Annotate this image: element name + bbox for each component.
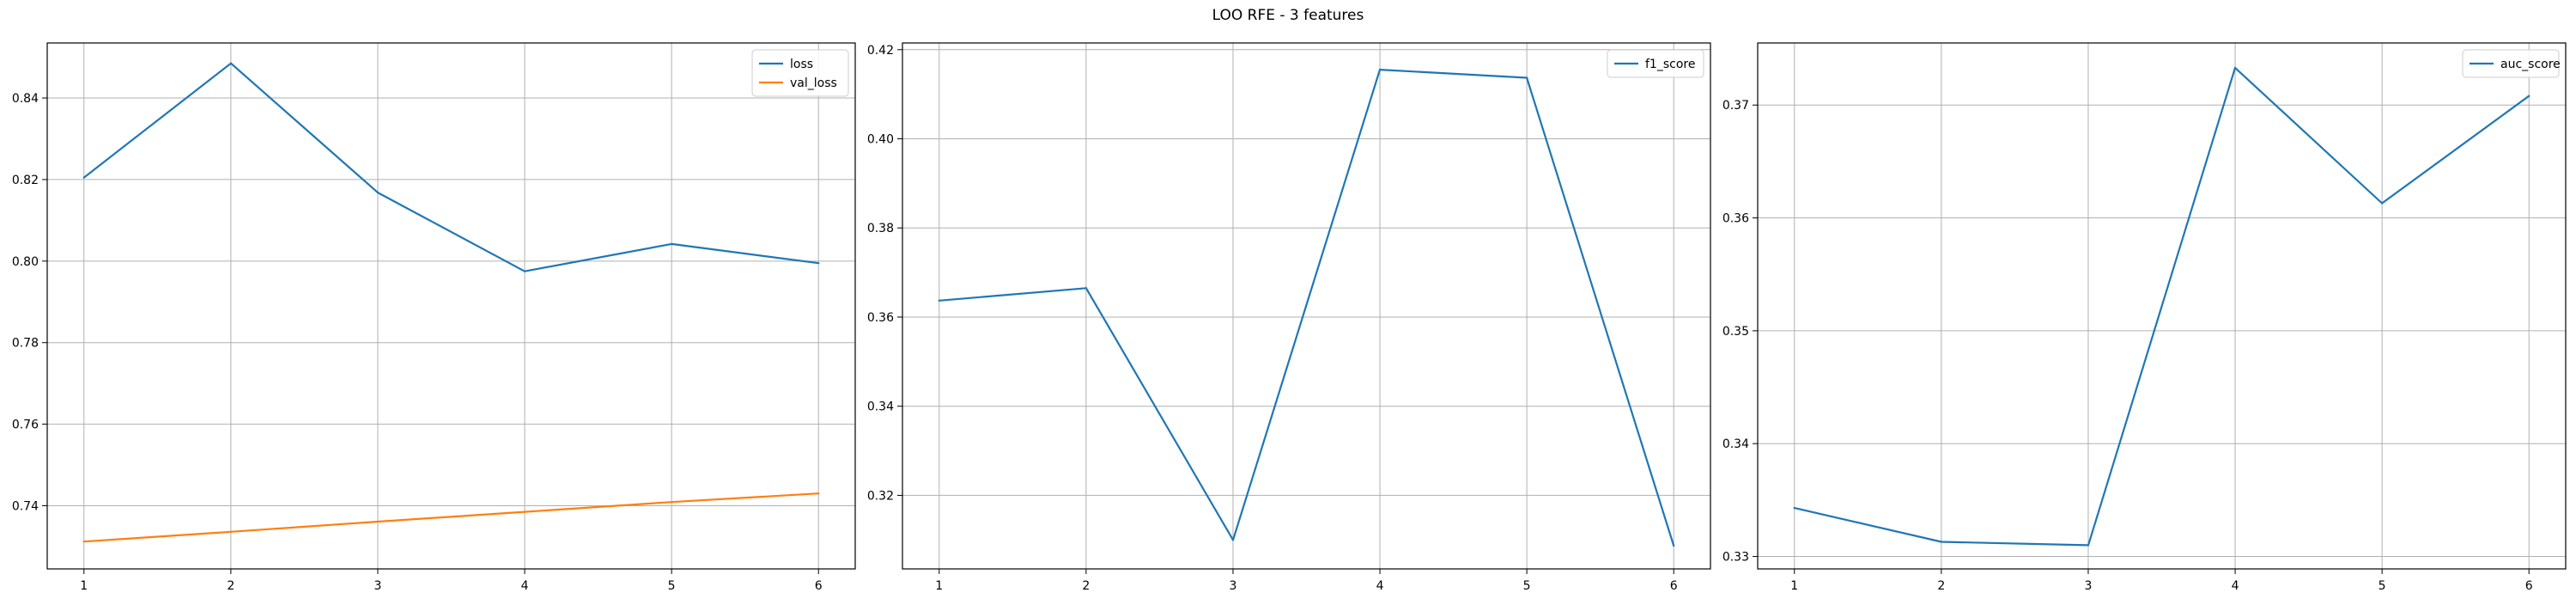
y-tick-label: 0.84 [12,92,39,106]
y-tick-label: 0.82 [12,174,39,187]
y-tick-label: 0.37 [1722,99,1749,113]
x-tick-label: 1 [1790,579,1798,593]
legend-label-auc_score: auc_score [2500,58,2561,71]
data-point-loss [229,62,233,64]
x-tick-label: 2 [227,579,234,593]
legend-label-f1_score: f1_score [1645,58,1695,71]
x-tick-label: 4 [1376,579,1384,593]
legend-label-loss: loss [790,58,813,71]
data-point-val_loss [670,500,673,504]
y-tick-label: 0.78 [12,337,39,351]
x-tick-label: 3 [2084,579,2092,593]
data-point-auc_score [2087,544,2090,547]
legend-box [1607,49,1704,78]
series-line-f1_score [939,68,1675,547]
data-point-val_loss [376,520,380,523]
legend: f1_score [1607,49,1704,78]
y-tick-label: 0.76 [12,419,39,432]
y-tick-label: 0.40 [867,133,894,147]
y-tick-label: 0.36 [1722,212,1749,226]
data-point-val_loss [523,510,526,513]
x-tick-label: 1 [935,579,943,593]
x-tick-label: 3 [374,579,381,593]
data-point-f1_score [1525,76,1528,79]
data-point-f1_score [1673,544,1675,547]
y-tick-label: 0.42 [867,44,894,58]
data-point-f1_score [1084,287,1088,290]
data-point-f1_score [1231,539,1235,541]
legend: loss val_loss [751,49,849,97]
x-tick-label: 5 [1523,579,1531,593]
axes-frame [902,42,1711,570]
y-tick-label: 0.35 [1722,325,1749,339]
y-tick-label: 0.36 [867,311,894,325]
chart-panel-2: 1 2 3 4 5 6 0.32 0.34 0.36 0.38 0.40 0.42 f1_score [867,42,1711,593]
data-point-f1_score [938,299,940,302]
data-point-auc_score [1940,541,1943,543]
data-point-val_loss [229,530,233,534]
series-line-val_loss [83,492,819,543]
y-tick-label: 0.32 [867,489,894,503]
x-tick-label: 2 [1937,579,1945,593]
legend-box [2462,49,2560,78]
x-tick-label: 6 [2525,579,2533,593]
y-tick-label: 0.74 [12,499,39,513]
data-point-loss [670,242,673,246]
x-tick-label: 6 [1670,579,1678,593]
x-tick-label: 1 [80,579,88,593]
data-point-loss [523,270,526,272]
legend-box [751,49,849,97]
y-tick-label: 0.34 [867,400,894,414]
chart-panel-1: 1 2 3 4 5 6 0.74 0.76 0.78 0.80 0.82 0.84 loss val_lo… [12,42,856,593]
y-tick-label: 0.38 [867,222,894,235]
x-tick-label: 6 [815,579,823,593]
data-point-auc_score [2528,95,2530,97]
axes-frame [1757,42,2567,570]
chart-panel-3: 1 2 3 4 5 6 0.33 0.34 0.35 0.36 0.37 auc_score [1722,42,2567,593]
data-point-val_loss [817,492,820,495]
axes-frame [46,42,856,570]
x-tick-label: 3 [1229,579,1236,593]
data-point-auc_score [2233,66,2237,70]
data-point-loss [376,191,380,194]
data-point-auc_score [2380,202,2384,205]
x-tick-label: 5 [668,579,676,593]
x-tick-label: 4 [2232,579,2239,593]
data-point-loss [82,176,85,179]
data-point-loss [817,261,820,265]
series-line-loss [83,62,819,272]
y-tick-label: 0.80 [12,255,39,269]
data-point-f1_score [1378,68,1382,71]
series-line-auc_score [1794,66,2530,547]
figure-title: LOO RFE - 3 features [1212,7,1364,24]
data-point-auc_score [1793,506,1795,510]
y-tick-label: 0.34 [1722,437,1749,451]
y-tick-label: 0.33 [1722,551,1749,565]
x-tick-label: 2 [1082,579,1090,593]
data-point-val_loss [82,541,85,543]
x-tick-label: 5 [2379,579,2386,593]
legend-label-val_loss: val_loss [790,76,837,90]
x-tick-label: 4 [521,579,529,593]
legend: auc_score [2462,49,2561,78]
